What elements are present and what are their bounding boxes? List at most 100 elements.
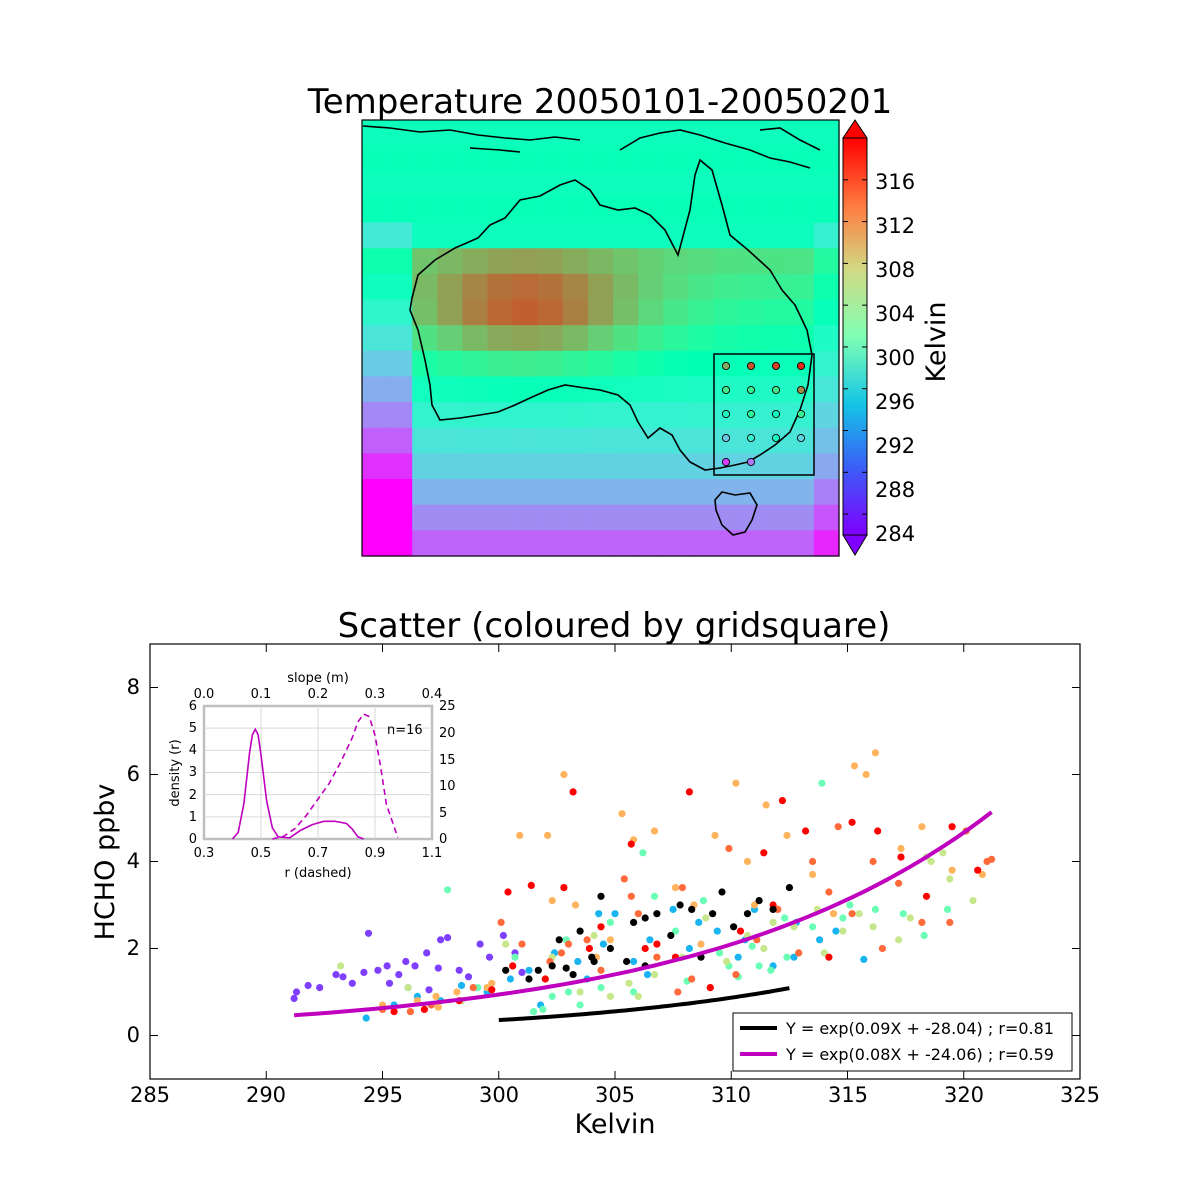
scatter-point bbox=[497, 918, 505, 927]
y-tick-label: 2 bbox=[127, 936, 140, 960]
temperature-cell bbox=[688, 273, 715, 301]
inset-slope-curve bbox=[272, 712, 399, 840]
temperature-cell bbox=[613, 504, 639, 531]
scatter-point bbox=[829, 910, 838, 918]
scatter-point bbox=[544, 831, 552, 840]
subregion-marker bbox=[796, 433, 806, 443]
scatter-point bbox=[423, 949, 431, 957]
scatter-point bbox=[348, 979, 356, 987]
temperature-cell bbox=[663, 504, 689, 531]
scatter-point bbox=[506, 975, 514, 983]
temperature-cell bbox=[437, 196, 464, 224]
temperature-cell bbox=[512, 299, 539, 326]
temperature-cell bbox=[613, 145, 639, 172]
temperature-cell bbox=[487, 248, 514, 275]
scatter-point bbox=[790, 953, 798, 961]
map-frame bbox=[361, 119, 840, 557]
coastline bbox=[362, 125, 821, 536]
scatter-point bbox=[734, 953, 742, 961]
temperature-cell bbox=[613, 222, 639, 249]
scatter-point bbox=[760, 849, 768, 857]
temperature-cell bbox=[412, 325, 438, 352]
temperature-cell bbox=[562, 402, 589, 429]
temperature-cell bbox=[362, 196, 388, 224]
scatter-point bbox=[611, 910, 619, 918]
temperature-cell bbox=[487, 171, 514, 198]
temperature-cell bbox=[813, 504, 840, 531]
temperature-cell bbox=[487, 453, 514, 480]
temperature-cell bbox=[362, 222, 388, 249]
scatter-point bbox=[678, 884, 687, 892]
temperature-cell bbox=[512, 479, 539, 506]
temperature-cell bbox=[537, 453, 564, 480]
temperature-cell bbox=[462, 145, 489, 172]
temperature-cell bbox=[512, 248, 539, 275]
temperature-cell bbox=[788, 273, 815, 301]
scatter-point bbox=[618, 810, 626, 818]
scatter-point bbox=[316, 984, 324, 992]
scatter-point bbox=[432, 992, 440, 1001]
scatter-point bbox=[590, 931, 598, 940]
scatter-point bbox=[643, 971, 652, 979]
scatter-point bbox=[623, 957, 631, 966]
subregion-marker bbox=[746, 433, 756, 443]
scatter-point bbox=[534, 966, 542, 974]
temperature-cell bbox=[462, 299, 489, 326]
temperature-cell bbox=[638, 222, 664, 249]
scatter-point bbox=[404, 984, 412, 992]
scatter-point bbox=[736, 927, 745, 935]
temperature-cell bbox=[613, 325, 639, 352]
scatter-point bbox=[943, 905, 952, 914]
scatter-point bbox=[697, 940, 705, 948]
scatter-point bbox=[978, 870, 987, 879]
scatter-point bbox=[820, 949, 828, 957]
temperature-cell bbox=[562, 222, 589, 249]
scatter-point bbox=[650, 971, 659, 979]
scatter-point bbox=[525, 975, 533, 983]
temperature-cell bbox=[587, 350, 614, 378]
temperature-cell bbox=[387, 299, 413, 326]
temperature-cell bbox=[512, 325, 539, 352]
subregion-marker bbox=[721, 457, 731, 467]
map-title: Temperature 20050101-20050201 bbox=[307, 82, 893, 122]
temperature-cell bbox=[462, 504, 489, 531]
temperature-cell bbox=[613, 427, 639, 455]
y-tick-label: 4 bbox=[127, 849, 140, 873]
subregion-marker bbox=[771, 409, 781, 419]
temperature-cell bbox=[587, 273, 614, 301]
scatter-point bbox=[606, 992, 615, 1001]
subregion-marker bbox=[721, 361, 731, 371]
scatter-point bbox=[906, 914, 914, 922]
temperature-cell bbox=[412, 453, 438, 480]
temperature-cell bbox=[412, 196, 438, 224]
scatter-point bbox=[385, 979, 394, 987]
scatter-point bbox=[676, 901, 684, 909]
legend: Y = exp(0.09X + -28.04) ; r=0.81 Y = exp… bbox=[732, 1012, 1073, 1072]
scatter-point bbox=[597, 966, 605, 974]
temperature-cell bbox=[437, 402, 464, 429]
inset-left-tick-label: 4 bbox=[189, 743, 197, 758]
temperature-cell bbox=[412, 299, 438, 326]
temperature-cell bbox=[437, 453, 464, 480]
scatter-point bbox=[862, 770, 870, 779]
inset-right-ticks: 0 5 10 15 20 25 bbox=[439, 699, 456, 847]
temperature-cell bbox=[663, 325, 689, 352]
scatter-point bbox=[485, 953, 494, 961]
temperature-cell bbox=[362, 427, 388, 455]
inset-r-density-curve bbox=[231, 727, 364, 840]
inset-bottom-label: r (dashed) bbox=[284, 866, 351, 881]
scatter-point bbox=[548, 962, 556, 970]
temperature-cell bbox=[387, 427, 413, 455]
temperature-cell bbox=[562, 273, 589, 301]
temperature-cell bbox=[462, 222, 489, 249]
inset-left-tick-label: 2 bbox=[189, 788, 197, 803]
scatter-point bbox=[434, 1003, 442, 1011]
colorbar-tick-label: 292 bbox=[875, 434, 915, 458]
scatter-point bbox=[899, 910, 907, 918]
temperature-cell bbox=[587, 325, 614, 352]
subregion-marker bbox=[746, 457, 756, 467]
temperature-cell bbox=[487, 299, 514, 326]
scatter-point bbox=[557, 949, 566, 957]
temperature-cell bbox=[663, 145, 689, 172]
colorbar-tick-label: 316 bbox=[875, 170, 915, 194]
